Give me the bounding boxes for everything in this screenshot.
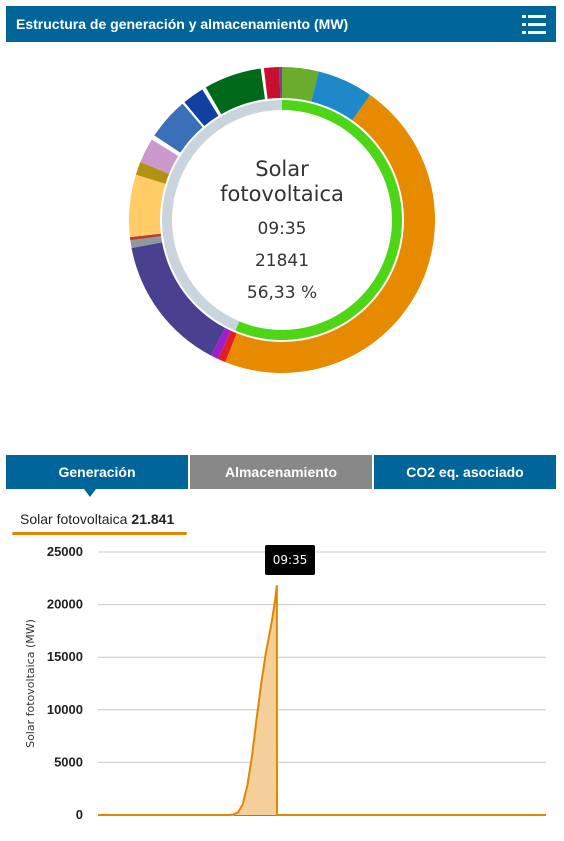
donut-outer-segment-4: [210, 328, 231, 359]
selected-technology-name: Solar fotovoltaica: [182, 157, 382, 207]
selected-value: 21841: [254, 251, 310, 271]
y-tick-label: 20000: [47, 597, 83, 612]
chart-tabs: Generación Almacenamiento CO2 eq. asocia…: [6, 455, 556, 489]
donut-outer-segment-13: [182, 102, 205, 128]
legend-underline: [12, 532, 187, 535]
donut-outer-segment-5: [131, 242, 226, 356]
legend-label: Solar fotovoltaica: [20, 511, 128, 527]
selected-name-line2: fotovoltaica: [220, 182, 344, 206]
chart-tooltip: 09:35: [265, 545, 315, 575]
legend-item-solar[interactable]: Solar fotovoltaica 21.841: [14, 504, 180, 534]
tab-co2[interactable]: CO2 eq. asociado: [374, 455, 556, 489]
hamburger-menu-icon[interactable]: [522, 14, 546, 35]
y-tick-label: 25000: [47, 544, 83, 559]
selected-time: 09:35: [257, 219, 307, 239]
donut-outer-segment-2: [225, 94, 435, 373]
donut-outer-segment-12: [154, 103, 203, 153]
y-tick-label: 0: [76, 807, 83, 822]
series-line: [98, 585, 546, 816]
chart-title: Estructura de generación y almacenamient…: [16, 16, 349, 32]
y-tick-label: 5000: [54, 754, 83, 769]
donut-outer-segment-3: [217, 330, 237, 363]
donut-outer-segment-0: [282, 67, 319, 102]
y-axis-title: Solar fotovoltaica (MW): [24, 619, 37, 748]
donut-outer-segment-16: [205, 68, 266, 115]
tab-generacion[interactable]: Generación: [6, 455, 188, 489]
donut-outer-segment-17: [260, 68, 268, 100]
solar-area-chart: 25000 20000 15000 10000 5000 0 Solar fotovolta…: [24, 544, 546, 822]
donut-outer-segment-7: [129, 233, 162, 241]
tab-almacenamiento[interactable]: Almacenamiento: [190, 455, 372, 489]
generation-donut-chart: [129, 67, 435, 373]
donut-outer-segment-14: [184, 89, 219, 127]
donut-outer-segment-15: [202, 87, 222, 116]
y-tick-label: 10000: [47, 702, 83, 717]
selected-name-line1: Solar: [255, 157, 309, 181]
donut-outer-segment-8: [129, 174, 166, 238]
donut-outer-segment-9: [135, 162, 170, 184]
chart-header: Estructura de generación y almacenamient…: [6, 6, 556, 42]
legend-value: 21.841: [131, 511, 175, 527]
donut-center-info: Solar fotovoltaica 09:35 21841 56,33 %: [182, 157, 382, 303]
y-tick-label: 15000: [47, 649, 83, 664]
donut-outer-segment-1: [311, 71, 371, 121]
series-area: [98, 585, 546, 815]
active-tab-pointer: [84, 489, 96, 497]
donut-outer-segment-19: [279, 67, 282, 99]
donut-outer-segment-6: [130, 236, 163, 249]
donut-outer-segment-18: [263, 67, 281, 99]
donut-outer-segment-11: [151, 135, 181, 156]
selected-percent: 56,33 %: [246, 283, 318, 303]
donut-outer-segment-10: [140, 139, 179, 174]
